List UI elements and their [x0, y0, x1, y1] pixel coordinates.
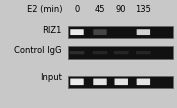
FancyBboxPatch shape — [93, 79, 107, 85]
FancyBboxPatch shape — [93, 51, 107, 54]
FancyBboxPatch shape — [70, 79, 84, 85]
Text: Input: Input — [40, 73, 62, 82]
FancyBboxPatch shape — [114, 51, 129, 54]
Bar — [68, 46, 173, 59]
FancyBboxPatch shape — [137, 29, 150, 35]
Text: RIZ1: RIZ1 — [43, 26, 62, 35]
Text: 90: 90 — [116, 5, 127, 14]
Text: E2 (min): E2 (min) — [27, 5, 63, 14]
Bar — [68, 76, 173, 88]
Text: Control IgG: Control IgG — [15, 46, 62, 55]
FancyBboxPatch shape — [115, 79, 128, 85]
FancyBboxPatch shape — [136, 51, 151, 54]
FancyBboxPatch shape — [70, 29, 84, 35]
FancyBboxPatch shape — [93, 29, 107, 35]
Text: 0: 0 — [74, 5, 80, 14]
FancyBboxPatch shape — [70, 51, 84, 54]
FancyBboxPatch shape — [137, 79, 150, 85]
Text: 135: 135 — [135, 5, 151, 14]
Bar — [68, 26, 173, 38]
Text: 45: 45 — [95, 5, 105, 14]
